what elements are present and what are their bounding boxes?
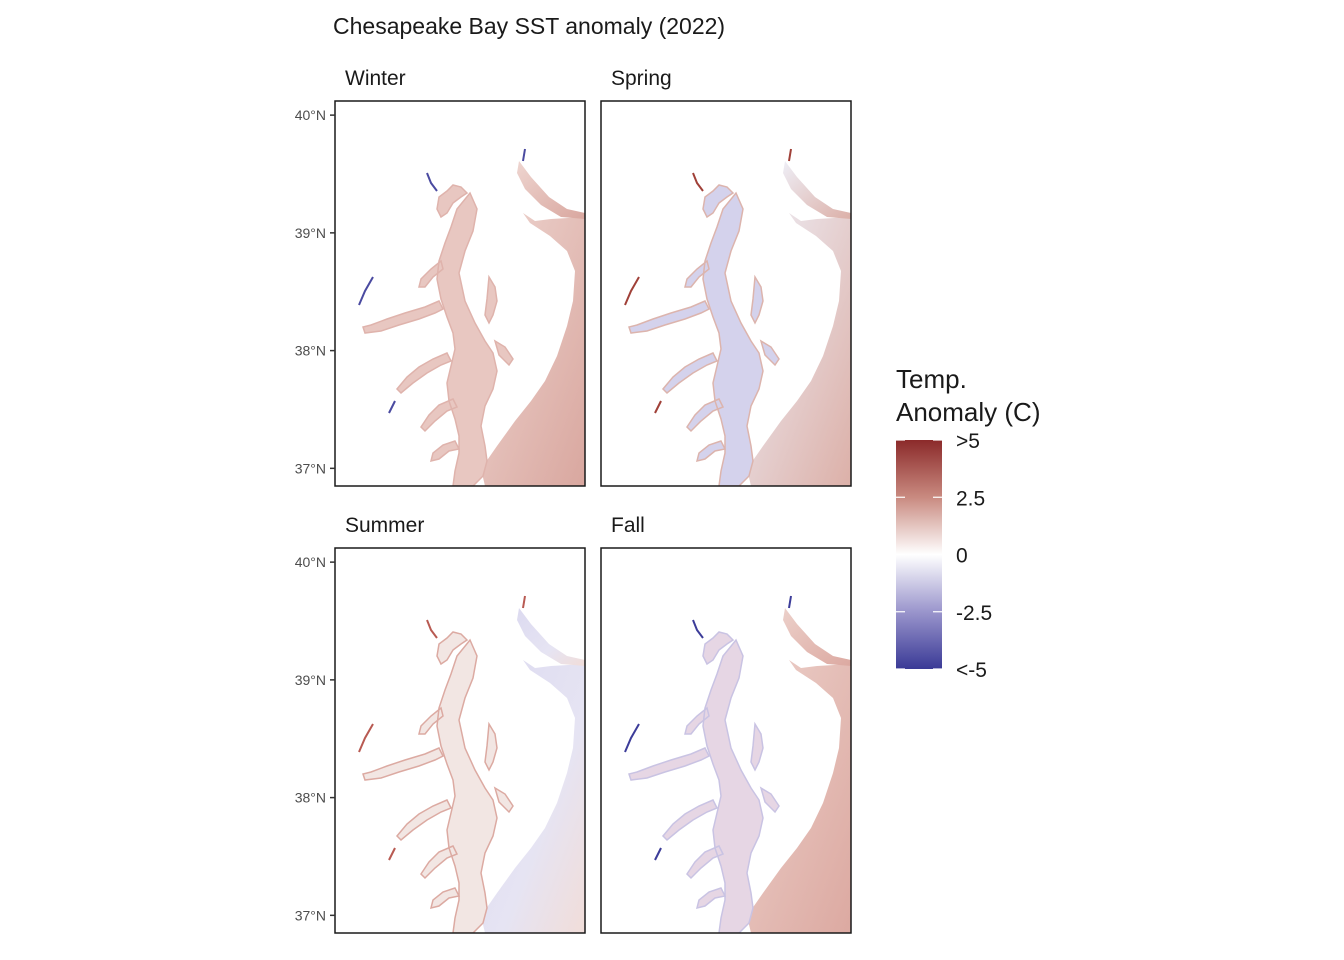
panel-label-summer: Summer (345, 514, 424, 537)
y-tick-label: 39°N (295, 672, 326, 688)
legend-tick-label: >5 (956, 430, 980, 453)
panel-label-spring: Spring (611, 67, 672, 90)
panel-label-winter: Winter (345, 67, 406, 90)
facet-panels: Winter Spring Summer Fall (334, 67, 852, 934)
y-tick-label: 38°N (295, 790, 326, 806)
legend-title-line1: Temp. (896, 364, 967, 394)
bay-area (363, 185, 513, 486)
color-legend: Temp. Anomaly (C) >5 2.5 0 -2.5 <-5 (896, 364, 1040, 682)
ocean-area (747, 161, 851, 486)
shoreline (628, 184, 780, 486)
panel-frame (334, 547, 586, 934)
facet-panel-winter (334, 100, 586, 487)
bay-area (629, 185, 779, 486)
shoreline (362, 184, 514, 486)
legend-tick-label: 2.5 (956, 487, 985, 510)
legend-tick-label: 0 (956, 545, 968, 568)
facet-panel-spring (600, 100, 852, 487)
legend-ticks: >5 2.5 0 -2.5 <-5 (896, 430, 992, 682)
bay-area (629, 632, 779, 933)
y-tick-label: 37°N (295, 907, 326, 923)
ocean-area (747, 608, 851, 933)
y-axes: 40°N 39°N 38°N 37°N 40°N 39°N 38°N 37°N (295, 107, 335, 923)
panel-frame (334, 100, 586, 487)
bay-area (363, 632, 513, 933)
facet-panel-summer (334, 547, 586, 934)
y-tick-label: 38°N (295, 343, 326, 359)
shoreline (362, 631, 514, 933)
y-tick-label: 40°N (295, 554, 326, 570)
legend-title-line2: Anomaly (C) (896, 397, 1040, 427)
y-tick-label: 39°N (295, 225, 326, 241)
y-tick-label: 37°N (295, 460, 326, 476)
panel-frame (600, 547, 852, 934)
legend-tick-label: <-5 (956, 659, 987, 682)
y-tick-label: 40°N (295, 107, 326, 123)
facet-panel-fall (600, 547, 852, 934)
panel-frame (600, 100, 852, 487)
panel-label-fall: Fall (611, 514, 645, 537)
shoreline (628, 631, 780, 933)
chart-title: Chesapeake Bay SST anomaly (2022) (333, 13, 725, 39)
ocean-area (481, 161, 585, 486)
ocean-area (481, 608, 585, 933)
legend-tick-label: -2.5 (956, 602, 992, 625)
